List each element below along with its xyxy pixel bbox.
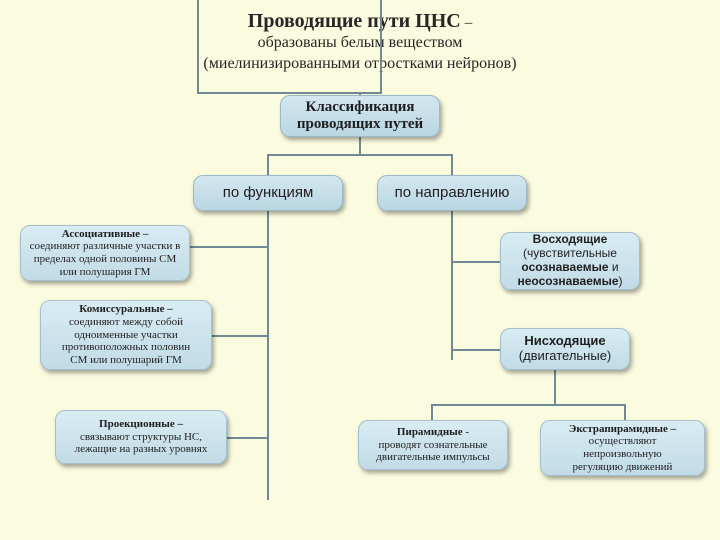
title-sub-1: образованы белым веществом [0, 33, 720, 54]
node-byFunction: по функциям [193, 175, 343, 211]
node-proj: Проекционные –связывают структуры НС,леж… [55, 410, 227, 464]
node-asc: Восходящие(чувствительныеосознаваемые ин… [500, 232, 640, 290]
node-commis: Комиссуральные –соединяют между собойодн… [40, 300, 212, 370]
node-pyr: Пирамидные - проводят сознательныедвигат… [358, 420, 508, 470]
title-block: Проводящие пути ЦНС – образованы белым в… [0, 10, 720, 75]
node-extra: Экстрапирамидные –осуществляютнепроизвол… [540, 420, 705, 476]
node-assoc: Ассоциативные –соединяют различные участ… [20, 225, 190, 281]
node-desc: Нисходящие(двигательные) [500, 328, 630, 370]
title-dash: – [465, 15, 473, 31]
title-sub-2: (миелинизированными отростками нейронов) [0, 54, 720, 75]
title-main: Проводящие пути ЦНС [248, 10, 461, 32]
node-byDirection: по направлению [377, 175, 527, 211]
node-root: Классификацияпроводящих путей [280, 95, 440, 137]
